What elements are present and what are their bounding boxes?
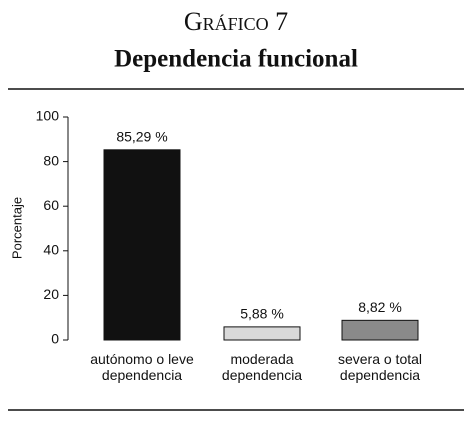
x-tick-label: severa o total dependencia [337, 351, 423, 383]
y-tick-label: 80 [43, 152, 59, 168]
y-tick-label: 40 [43, 242, 59, 258]
bar [103, 149, 181, 341]
y-tick-label: 60 [43, 197, 59, 213]
chart-subtitle: Dependencia funcional [114, 46, 358, 73]
y-axis-label: Porcentaje [9, 197, 24, 259]
value-label: 5,88 % [240, 306, 284, 322]
bar [223, 326, 301, 341]
y-tick-label: 20 [43, 286, 59, 302]
bar [341, 319, 419, 341]
value-label: 85,29 % [116, 129, 167, 145]
y-tick-label: 0 [51, 331, 59, 347]
chart-title: Gráfico 7 [184, 7, 288, 36]
y-tick-label: 100 [36, 108, 60, 124]
x-tick-label: autónomo o leve dependencia [90, 351, 194, 383]
value-label: 8,82 % [358, 299, 402, 315]
x-tick-label: moderada dependencia [221, 351, 303, 383]
